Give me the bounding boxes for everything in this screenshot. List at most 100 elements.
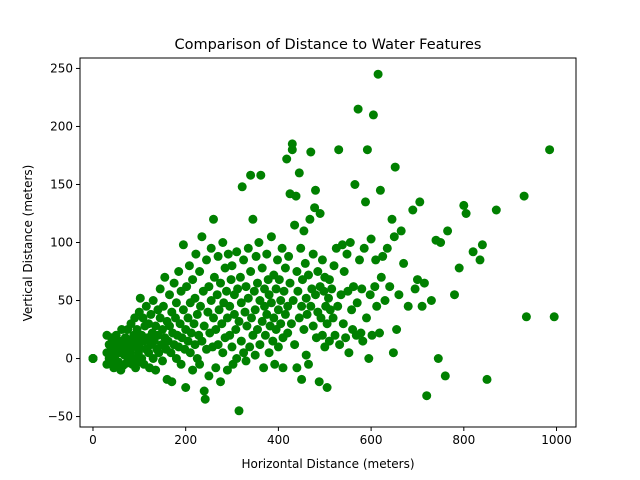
data-point [186, 328, 196, 338]
data-point [413, 275, 422, 285]
data-point [231, 325, 241, 334]
data-point [158, 325, 167, 334]
data-point [202, 255, 211, 265]
data-point [236, 336, 246, 346]
data-point [349, 282, 358, 292]
data-point [154, 348, 164, 358]
data-point [376, 272, 386, 282]
data-point [468, 247, 478, 257]
data-point [278, 363, 288, 373]
data-point [141, 301, 151, 311]
data-point [197, 336, 207, 346]
data-point [243, 293, 253, 303]
data-point [241, 356, 251, 366]
data-point [245, 342, 255, 352]
data-point [285, 278, 295, 288]
data-point [355, 255, 364, 265]
data-point [339, 267, 349, 276]
data-points [88, 69, 559, 416]
data-point [183, 313, 193, 323]
data-point [276, 319, 286, 329]
data-point [394, 290, 404, 300]
data-point [482, 374, 492, 384]
data-point [342, 249, 352, 259]
data-point [271, 284, 281, 294]
data-point [262, 249, 272, 259]
x-tick-label: 0 [89, 433, 97, 447]
x-tick-label: 200 [174, 433, 197, 447]
data-point [436, 238, 446, 247]
data-point [165, 290, 174, 300]
data-point [234, 406, 244, 416]
y-axis-label: Vertical Distance (meters) [21, 165, 35, 322]
x-axis-ticks: 0 200 400 600 800 1000 [89, 427, 572, 447]
data-point [408, 205, 418, 215]
data-point [204, 282, 214, 292]
data-point [171, 298, 181, 308]
data-point [206, 243, 216, 253]
data-point [358, 336, 368, 346]
data-point [293, 286, 303, 296]
x-axis-label: Horizontal Distance (meters) [241, 457, 414, 471]
data-point [454, 263, 464, 273]
data-point [297, 301, 307, 311]
data-point [211, 363, 221, 373]
data-point [135, 293, 145, 303]
data-point [253, 278, 262, 288]
data-point [333, 301, 343, 311]
data-point [301, 293, 311, 303]
data-point [209, 272, 219, 282]
data-point [227, 342, 237, 352]
data-point [246, 170, 256, 180]
data-point [176, 359, 186, 369]
data-point [213, 251, 223, 261]
data-point [301, 350, 311, 360]
data-point [324, 293, 333, 303]
data-point [350, 180, 360, 189]
data-point [283, 328, 293, 338]
data-point [396, 226, 406, 236]
data-point [362, 313, 371, 323]
data-point [239, 255, 249, 265]
data-point [191, 249, 201, 259]
data-point [322, 383, 332, 392]
data-point [240, 307, 250, 317]
data-point [385, 282, 395, 292]
data-point [225, 301, 235, 311]
data-point [174, 267, 184, 276]
data-point [310, 203, 320, 213]
data-point [257, 263, 267, 273]
data-point [315, 209, 325, 218]
data-point [389, 232, 399, 242]
data-point [169, 278, 179, 288]
data-point [440, 371, 450, 381]
data-point [371, 255, 381, 265]
data-point [475, 255, 485, 265]
data-point [375, 185, 385, 195]
data-point [292, 267, 302, 276]
data-point [250, 350, 260, 360]
data-point [237, 182, 247, 192]
data-point [338, 319, 348, 329]
data-point [217, 319, 227, 329]
data-point [304, 270, 313, 280]
data-point [216, 377, 225, 387]
data-point [248, 214, 258, 224]
data-point [443, 226, 453, 236]
data-point [148, 354, 158, 363]
data-point [222, 313, 232, 323]
data-point [459, 200, 469, 210]
data-point [549, 312, 559, 322]
data-point [239, 348, 249, 358]
data-point [519, 191, 529, 201]
data-point [214, 305, 224, 315]
data-point [211, 325, 221, 334]
data-point [545, 145, 555, 155]
data-point [232, 247, 242, 257]
data-point [190, 293, 200, 303]
data-point [188, 365, 198, 375]
data-point [167, 377, 177, 387]
data-point [345, 238, 355, 247]
data-point [361, 197, 370, 207]
data-point [388, 348, 398, 358]
